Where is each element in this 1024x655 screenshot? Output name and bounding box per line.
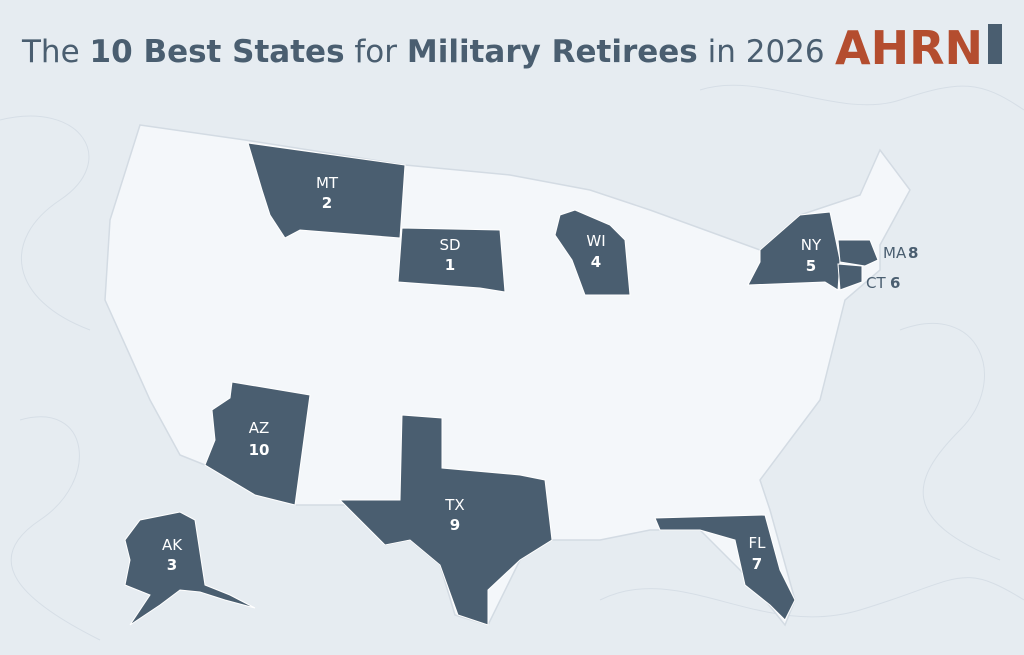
state-abbr: FL	[749, 534, 767, 552]
title-part: Military Retirees	[407, 34, 698, 70]
state-shape	[124, 511, 256, 626]
state-shape	[554, 209, 631, 296]
state-abbr: MA	[883, 244, 907, 262]
title-part: The	[21, 34, 90, 70]
logo-icon	[988, 24, 1002, 64]
contours	[0, 84, 1024, 641]
state-shape	[247, 142, 406, 239]
state-rank: 10	[249, 441, 270, 459]
state-shape	[747, 211, 841, 291]
state-abbr: MT	[316, 174, 339, 192]
state-abbr: AK	[162, 536, 183, 554]
logo: AHRN	[835, 21, 983, 75]
state-abbr: TX	[444, 496, 464, 514]
state-abbr: WI	[586, 232, 605, 250]
title: The 10 Best States for Military Retirees…	[21, 34, 825, 70]
title-part: for	[345, 34, 407, 70]
state-abbr: NY	[801, 236, 822, 254]
state-rank: 6	[890, 274, 900, 292]
state-abbr: CT	[866, 274, 886, 292]
state-rank: 3	[167, 556, 177, 574]
state-rank: 7	[752, 555, 762, 573]
title-part: 10 Best States	[90, 34, 345, 70]
state-rank: 9	[450, 516, 460, 534]
state-abbr: AZ	[249, 419, 270, 437]
state-shape	[204, 381, 311, 506]
state-rank: 8	[908, 244, 918, 262]
state-rank: 1	[445, 256, 455, 274]
state-shape	[397, 227, 506, 293]
state-rank: 4	[591, 253, 601, 271]
state-shape	[837, 263, 863, 291]
state-shape	[338, 414, 553, 626]
state-shape	[837, 239, 879, 267]
state-abbr: SD	[439, 236, 460, 254]
state-rank: 2	[322, 194, 332, 212]
title-part: in 2026	[698, 34, 825, 70]
state-shape	[654, 514, 796, 621]
state-rank: 5	[806, 257, 816, 275]
